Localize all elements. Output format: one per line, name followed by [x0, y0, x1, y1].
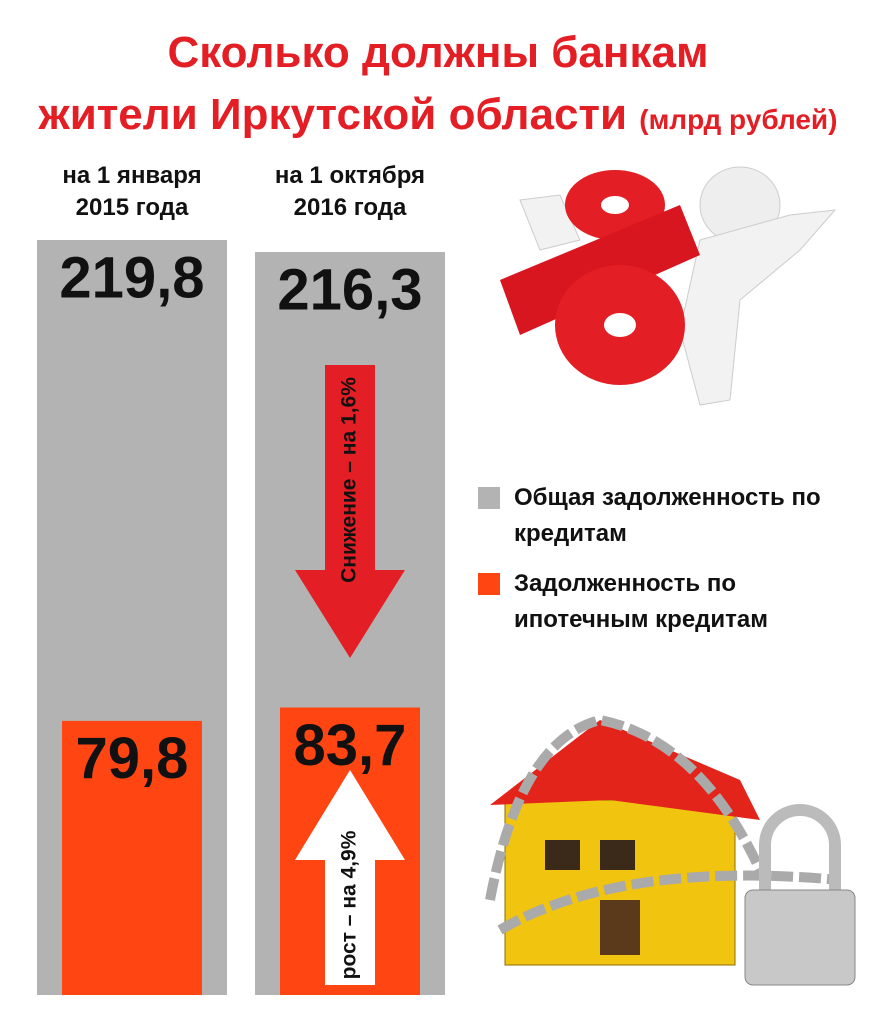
- annotation: рост – на 4,9%: [338, 830, 361, 979]
- legend-item: Задолженность по ипотечным кредитам: [478, 566, 834, 638]
- title-line-2: жители Иркутской области (млрд рублей): [0, 90, 876, 140]
- category-label: на 1 октября 2016 года: [274, 162, 426, 221]
- category-label: на 1 января 2015 года: [62, 162, 202, 221]
- house-illustration: [485, 714, 856, 986]
- value-label: 216,3: [277, 257, 422, 322]
- value-label: 79,8: [76, 726, 189, 791]
- legend-label: Задолженность по ипотечным кредитам: [514, 570, 769, 633]
- legend-label: Общая задолженность по кредитам: [514, 484, 821, 547]
- title-line: жители Иркутской области: [38, 90, 628, 139]
- title-line: Сколько должны банкам: [167, 28, 709, 77]
- decline-arrow: [295, 365, 405, 658]
- value-label: 83,7: [294, 713, 407, 778]
- units: (млрд рублей): [639, 104, 838, 135]
- annotation: Снижение – на 1,6%: [338, 377, 361, 583]
- percent-illustration: [500, 166, 837, 406]
- legend-item: Общая задолженность по кредитам: [478, 480, 834, 552]
- bar: [62, 720, 202, 995]
- legend-swatch: [478, 487, 500, 509]
- value-label: 219,8: [59, 245, 204, 310]
- legend-swatch: [478, 573, 500, 595]
- growth-arrow: [295, 770, 405, 985]
